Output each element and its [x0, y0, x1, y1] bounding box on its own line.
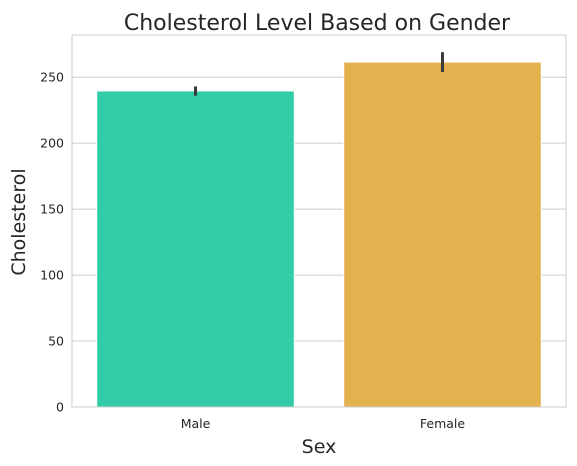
- y-tick-label: 50: [48, 334, 64, 349]
- bar-female: [343, 61, 542, 408]
- y-tick-label: 100: [40, 268, 64, 283]
- x-tick-label: Female: [420, 416, 466, 431]
- plot-border: [71, 34, 567, 408]
- bar-male: [96, 90, 295, 408]
- plot-frame: [71, 34, 567, 408]
- y-tick-labels: 0 50 100 150 200 250: [40, 70, 64, 415]
- bars: [96, 61, 542, 408]
- x-tick-labels: Male Female: [181, 416, 466, 431]
- chart-title: Cholesterol Level Based on Gender: [124, 11, 511, 36]
- y-tick-label: 150: [40, 202, 64, 217]
- y-tick-label: 200: [40, 136, 64, 151]
- x-axis-title: Sex: [302, 436, 337, 458]
- x-tick-label: Male: [181, 416, 211, 431]
- y-tick-label: 0: [56, 400, 64, 415]
- y-tick-label: 250: [40, 70, 64, 85]
- y-axis-title: Cholesterol: [8, 168, 30, 275]
- error-bars: [194, 52, 444, 96]
